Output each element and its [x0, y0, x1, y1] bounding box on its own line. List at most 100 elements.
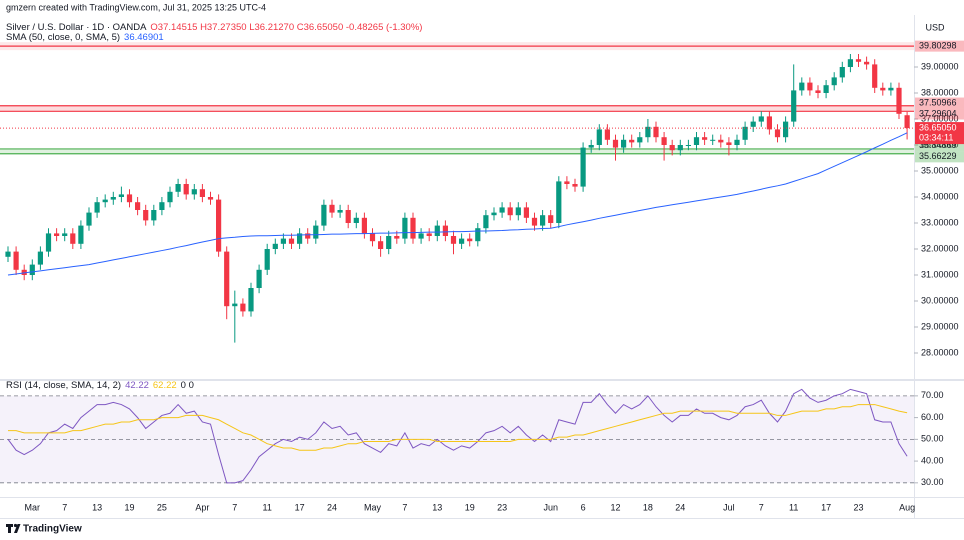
- candle-body: [507, 207, 513, 216]
- candle-body: [143, 210, 149, 221]
- candle-body: [94, 202, 100, 213]
- candle-body: [135, 202, 141, 210]
- candle-body: [102, 199, 108, 203]
- rsi-legend: RSI (14, close, SMA, 14, 2) 42.22 62.22 0 0: [6, 380, 194, 391]
- logo-dot: [13, 523, 18, 528]
- candle-body: [904, 115, 910, 129]
- candle-body: [13, 251, 19, 270]
- x-tick-label: 7: [402, 502, 407, 512]
- candle-body: [78, 225, 84, 244]
- level-band: [0, 148, 914, 154]
- candle-body: [791, 90, 797, 122]
- candle-body: [734, 139, 740, 145]
- candle-body: [572, 184, 578, 187]
- candle-body: [280, 238, 286, 244]
- candle-body: [37, 251, 43, 265]
- candle-body: [677, 145, 683, 151]
- candle-body: [774, 129, 781, 138]
- current-price-label: 36.65050: [919, 122, 957, 132]
- level-badge-label: 39.80298: [919, 40, 957, 50]
- candle-body: [434, 225, 440, 236]
- x-tick-label: Apr: [195, 502, 209, 512]
- candle-body: [321, 204, 327, 226]
- x-tick-label: 24: [327, 502, 337, 512]
- x-tick-label: 11: [263, 502, 272, 512]
- footer-logo: TradingView: [6, 524, 82, 535]
- candle-body: [612, 139, 619, 148]
- candle-body: [831, 77, 837, 86]
- candle-body: [726, 142, 732, 145]
- level-badge-label: 35.84869: [919, 140, 957, 150]
- level-badge: [915, 40, 964, 52]
- candle-body: [499, 207, 505, 213]
- candle-body: [621, 139, 627, 148]
- currency: USD: [925, 22, 945, 32]
- y-tick-label: 33.00000: [921, 217, 959, 227]
- x-tick-label: Jul: [723, 502, 735, 512]
- candle-body: [86, 212, 92, 226]
- x-tick-label: 23: [497, 502, 507, 512]
- rsi-tick-label: 60.00: [921, 412, 944, 422]
- candle-body: [191, 189, 197, 195]
- level-badge: [915, 97, 964, 109]
- candle-body: [645, 126, 651, 138]
- y-tick-label: 31.00000: [921, 269, 959, 279]
- candle-body: [588, 145, 594, 148]
- candle-body: [596, 129, 602, 145]
- candle-body: [855, 59, 862, 62]
- level-badge: [915, 151, 964, 163]
- x-tick-label: Mar: [25, 502, 41, 512]
- level-badge-label: 37.50966: [919, 97, 957, 107]
- candle-body: [224, 251, 230, 307]
- candle-body: [702, 137, 708, 140]
- candle-body: [864, 61, 870, 65]
- brand: TradingView: [23, 524, 82, 535]
- level-band: [0, 105, 914, 112]
- candle-body: [313, 225, 319, 239]
- y-tick-label: 37.00000: [921, 113, 959, 123]
- candle-body: [442, 225, 448, 236]
- x-tick-label: 19: [465, 502, 475, 512]
- x-tick-label: 6: [581, 502, 586, 512]
- candle-body: [531, 217, 538, 226]
- logo-slash: [14, 524, 21, 533]
- countdown-label: 03:34:11: [919, 132, 953, 142]
- candle-body: [548, 215, 554, 223]
- rsi-tick-label: 30.00: [921, 477, 944, 487]
- candle-body: [718, 139, 724, 143]
- rsi-last-value: 62.22: [153, 380, 177, 391]
- candle-body: [815, 90, 821, 93]
- candle-body: [175, 184, 181, 192]
- candle-body: [750, 121, 756, 127]
- x-tick-label: 7: [232, 502, 237, 512]
- rsi-ma-line: [8, 404, 908, 451]
- rsi-tick-label: 50.00: [921, 434, 944, 444]
- candle-body: [475, 228, 481, 242]
- candle-body: [159, 202, 165, 210]
- candle-body: [661, 137, 667, 145]
- symbol-legend: Silver / U.S. Dollar · 1D · OANDA O37.145…: [6, 22, 422, 33]
- candle-body: [491, 212, 497, 216]
- candle-body: [256, 269, 262, 288]
- candle-body: [807, 82, 813, 91]
- x-tick-label: 7: [62, 502, 67, 512]
- candle-body: [766, 116, 772, 130]
- candle-body: [515, 207, 521, 216]
- y-tick-label: 35.00000: [921, 165, 959, 175]
- rsi-title: RSI (14, close, SMA, 14, 2): [6, 380, 121, 391]
- candle-body: [118, 194, 124, 197]
- sma-name: SMA (50, close, 0, SMA, 5): [6, 32, 120, 43]
- candle-body: [272, 243, 278, 249]
- candle-body: [329, 204, 335, 213]
- candle-body: [232, 303, 238, 307]
- x-tick-label: 13: [432, 502, 442, 512]
- x-tick-label: 12: [610, 502, 620, 512]
- candle-body: [337, 210, 343, 213]
- y-tick-label: 32.00000: [921, 243, 959, 253]
- candle-body: [580, 147, 586, 187]
- sma-last-value: 36.46901: [124, 32, 164, 43]
- candle-body: [5, 251, 11, 257]
- candle-body: [710, 139, 716, 141]
- candle-body: [378, 241, 384, 249]
- level-badge-label: 35.66229: [919, 151, 957, 161]
